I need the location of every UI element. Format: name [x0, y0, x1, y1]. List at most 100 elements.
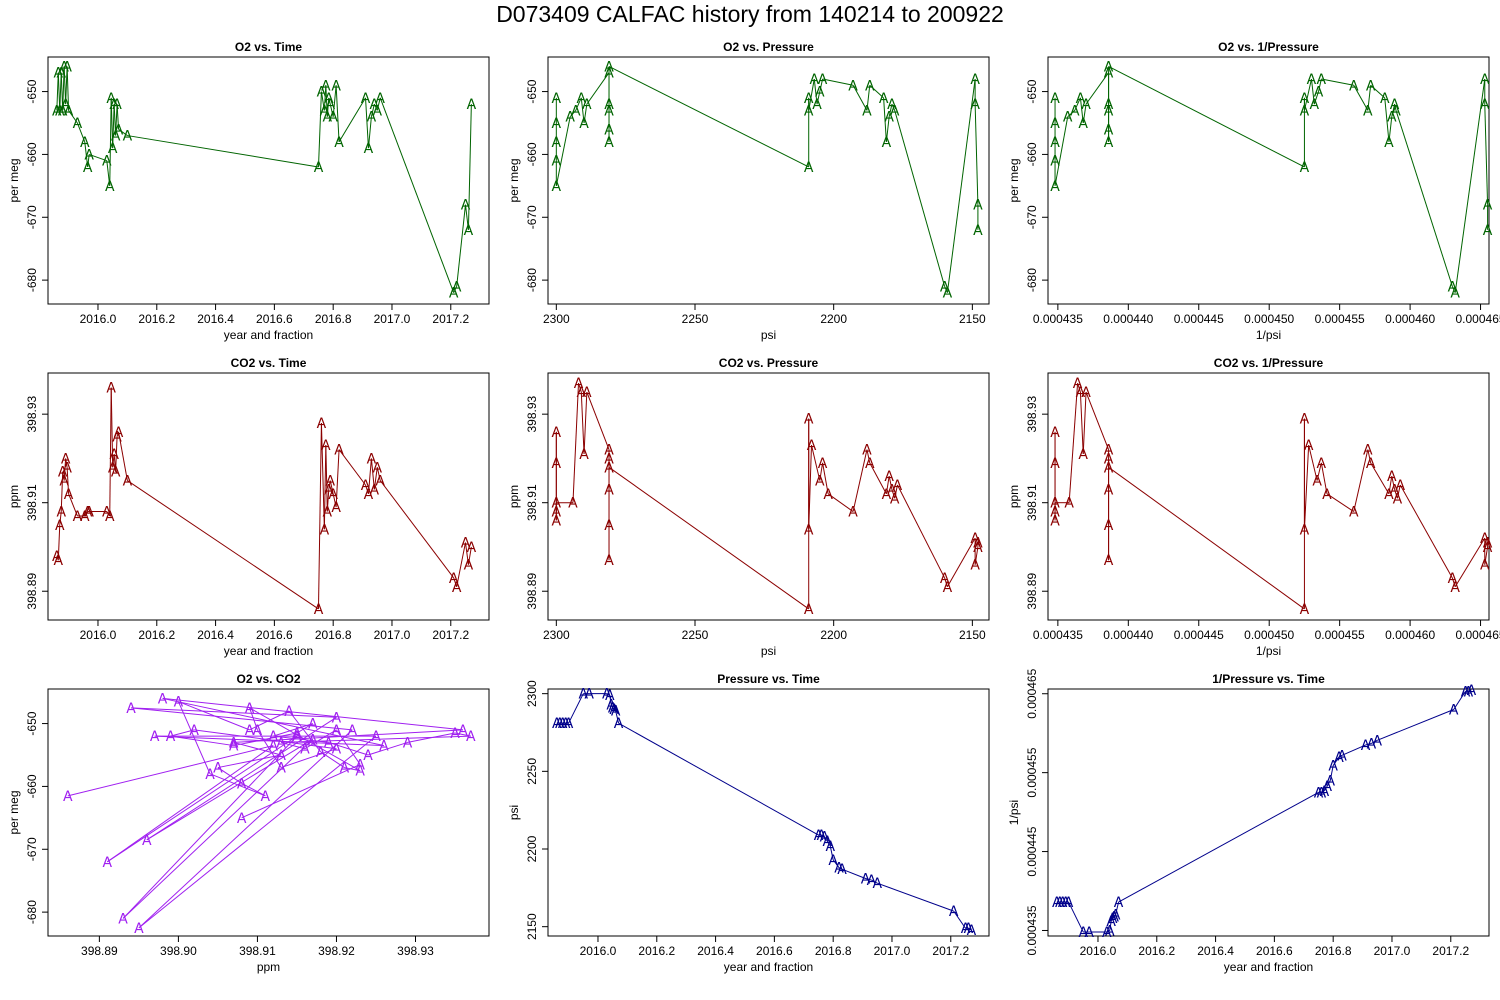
- data-point-marker: A: [579, 447, 589, 463]
- data-point-marker: A: [1384, 135, 1394, 151]
- data-point-marker: A: [276, 735, 286, 751]
- series-segment: [365, 484, 369, 495]
- series-segment: [317, 91, 322, 168]
- data-point-marker: A: [370, 97, 380, 113]
- series-segment: [894, 110, 946, 287]
- data-point-marker: A: [552, 425, 562, 441]
- y-tick-label: 2250: [525, 758, 539, 785]
- series-segment: [454, 732, 471, 737]
- data-point-marker: A: [820, 830, 830, 846]
- y-tick-label: -650: [25, 79, 39, 103]
- data-point-marker: A: [1483, 540, 1493, 556]
- x-tick-label: 2250: [682, 628, 709, 642]
- data-point-marker: A: [825, 839, 835, 855]
- data-point-marker: A: [332, 710, 342, 726]
- plot-frame: [47, 688, 490, 937]
- data-point-marker: A: [325, 97, 335, 113]
- data-point-marker: A: [1322, 487, 1332, 503]
- data-point-marker: A: [1317, 785, 1327, 801]
- data-point-marker: A: [609, 702, 619, 718]
- data-point-marker: A: [105, 179, 115, 195]
- data-point-marker: A: [73, 509, 83, 525]
- x-tick-label: 2016.8: [1315, 944, 1352, 958]
- series-segment: [138, 735, 377, 929]
- data-point-marker: A: [614, 716, 624, 732]
- series-segment: [1391, 476, 1396, 490]
- data-point-marker: A: [872, 876, 882, 892]
- data-point-marker: A: [64, 487, 74, 503]
- series-segment: [1326, 493, 1355, 512]
- y-tick-label: -680: [525, 268, 539, 292]
- y-axis-label: ppm: [7, 485, 21, 508]
- data-point-marker: A: [449, 286, 459, 302]
- series-segment: [233, 741, 282, 756]
- main-title: D073409 CALFAC history from 140214 to 20…: [496, 1, 1004, 27]
- data-point-marker: A: [142, 833, 152, 849]
- data-point-marker: A: [552, 91, 562, 107]
- data-point-marker: A: [325, 474, 335, 490]
- data-point-marker: A: [817, 828, 827, 844]
- series-segment: [464, 542, 469, 565]
- data-point-marker: A: [814, 828, 824, 844]
- series-segment: [257, 729, 282, 768]
- series-segment: [328, 480, 331, 490]
- data-point-marker: A: [879, 91, 889, 107]
- data-point-marker: A: [245, 723, 255, 739]
- data-point-marker: A: [1076, 91, 1086, 107]
- data-point-marker: A: [317, 416, 327, 432]
- series-segment: [944, 286, 948, 293]
- data-point-marker: A: [1363, 443, 1373, 459]
- series-segment: [819, 462, 824, 481]
- data-point-marker: A: [464, 558, 474, 574]
- data-point-marker: A: [450, 726, 460, 742]
- data-point-marker: A: [837, 862, 847, 878]
- series-segment: [946, 537, 976, 588]
- data-point-marker: A: [1050, 116, 1060, 132]
- data-point-marker: A: [1304, 438, 1314, 454]
- data-point-marker: A: [56, 66, 66, 82]
- data-point-marker: A: [61, 97, 71, 113]
- series-segment: [326, 489, 330, 512]
- data-point-marker: A: [1109, 909, 1119, 925]
- series-segment: [1112, 915, 1115, 919]
- data-point-marker: A: [848, 505, 858, 521]
- data-point-marker: A: [1349, 505, 1359, 521]
- y-axis-label: per meg: [1007, 158, 1021, 202]
- series-segment: [583, 104, 588, 124]
- series-segment: [87, 154, 90, 168]
- series-segment: [968, 927, 972, 931]
- series-segment: [367, 458, 372, 494]
- data-point-marker: A: [1300, 602, 1310, 618]
- series-segment: [822, 78, 854, 86]
- data-point-marker: A: [604, 103, 614, 119]
- series-segment: [328, 741, 369, 756]
- series-segment: [586, 72, 610, 105]
- data-point-marker: A: [466, 729, 476, 745]
- data-point-marker: A: [80, 509, 90, 525]
- series-segment: [115, 436, 118, 472]
- data-point-marker: A: [558, 716, 568, 732]
- y-tick-label: 2300: [525, 680, 539, 707]
- data-point-marker: A: [355, 757, 365, 773]
- chart-panel: O2 vs. CO2 398.89 398.90 398.91 398.92 398.93…: [7, 672, 490, 974]
- data-point-marker: A: [804, 91, 814, 107]
- data-point-marker: A: [1104, 460, 1114, 476]
- series-segment: [249, 707, 258, 731]
- data-point-marker: A: [106, 381, 116, 397]
- series-segment: [580, 392, 585, 455]
- series-segment: [367, 116, 372, 149]
- plot-frame: [1047, 688, 1490, 937]
- y-tick-label: -660: [525, 142, 539, 166]
- data-point-marker: A: [964, 921, 974, 937]
- series-segment: [68, 110, 78, 124]
- series-segment: [827, 493, 854, 512]
- data-point-marker: A: [52, 103, 62, 119]
- series-segment: [1082, 392, 1087, 455]
- data-point-marker: A: [1480, 97, 1490, 113]
- data-point-marker: A: [328, 110, 338, 126]
- series-segment: [57, 524, 61, 561]
- data-point-marker: A: [973, 536, 983, 552]
- x-tick-label: 2016.0: [1080, 944, 1117, 958]
- x-tick-label: 2016.6: [256, 312, 293, 326]
- x-tick-label: 0.000445: [1174, 312, 1224, 326]
